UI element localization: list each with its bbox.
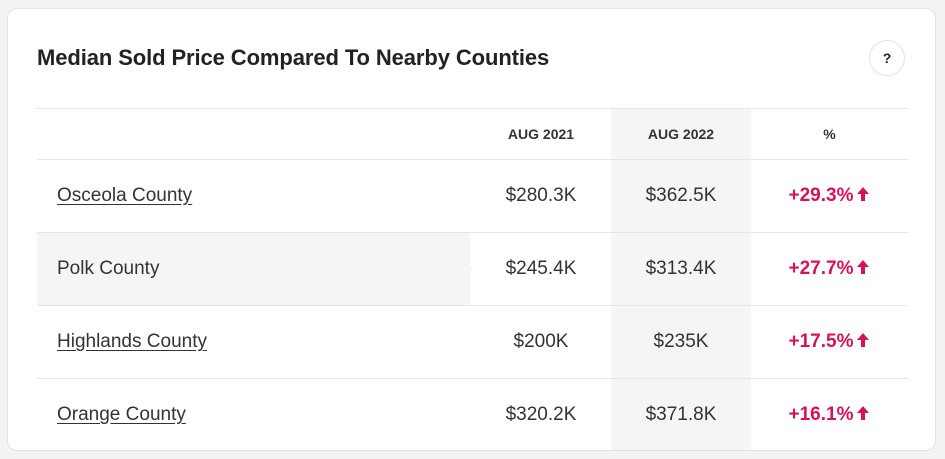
value-aug-2021: $320.2K — [505, 404, 577, 425]
current-period-column-highlight — [611, 108, 751, 450]
card-title: Median Sold Price Compared To Nearby Cou… — [37, 45, 550, 70]
value-aug-2021: $280.3K — [505, 185, 577, 206]
table-row: Polk County $245.4K $313.4K +27.7% — [37, 232, 908, 305]
percent-change: +16.1% — [751, 379, 908, 450]
question-icon: ? — [882, 50, 892, 66]
value-aug-2021: $200K — [513, 331, 569, 352]
county-link-orange[interactable]: Orange County — [57, 404, 186, 425]
arrow-up-icon — [857, 260, 870, 274]
row-highlight — [37, 233, 470, 305]
comparison-card: Median Sold Price Compared To Nearby Cou… — [7, 8, 936, 451]
arrow-up-icon — [857, 187, 870, 201]
header-aug-2021: AUG 2021 — [507, 126, 575, 142]
percent-value: +16.1% — [788, 404, 854, 425]
table-row: Highlands County $200K $235K +17.5% — [37, 305, 908, 378]
value-aug-2022: $371.8K — [645, 404, 717, 425]
arrow-up-icon — [857, 333, 870, 347]
percent-value: +17.5% — [788, 331, 854, 352]
percent-value: +27.7% — [788, 258, 854, 279]
percent-change: +29.3% — [751, 160, 908, 232]
county-name-polk: Polk County — [57, 258, 160, 279]
value-aug-2022: $362.5K — [645, 185, 717, 206]
percent-change: +17.5% — [751, 306, 908, 378]
help-button[interactable]: ? — [869, 40, 905, 76]
table-header: AUG 2021 AUG 2022 % — [37, 108, 908, 159]
arrow-up-icon — [857, 406, 870, 420]
header-percent: % — [823, 126, 836, 142]
header-aug-2022: AUG 2022 — [647, 126, 715, 142]
value-aug-2022: $313.4K — [645, 258, 717, 279]
percent-value: +29.3% — [788, 185, 854, 206]
percent-change: +27.7% — [751, 233, 908, 305]
comparison-table: AUG 2021 AUG 2022 % Osceola County $280.… — [37, 108, 908, 450]
value-aug-2022: $235K — [653, 331, 709, 352]
county-link-highlands[interactable]: Highlands County — [57, 331, 207, 352]
table-row: Osceola County $280.3K $362.5K +29.3% — [37, 159, 908, 232]
value-aug-2021: $245.4K — [505, 258, 577, 279]
county-link-osceola[interactable]: Osceola County — [57, 185, 193, 206]
table-row: Orange County $320.2K $371.8K +16.1% — [37, 378, 908, 450]
